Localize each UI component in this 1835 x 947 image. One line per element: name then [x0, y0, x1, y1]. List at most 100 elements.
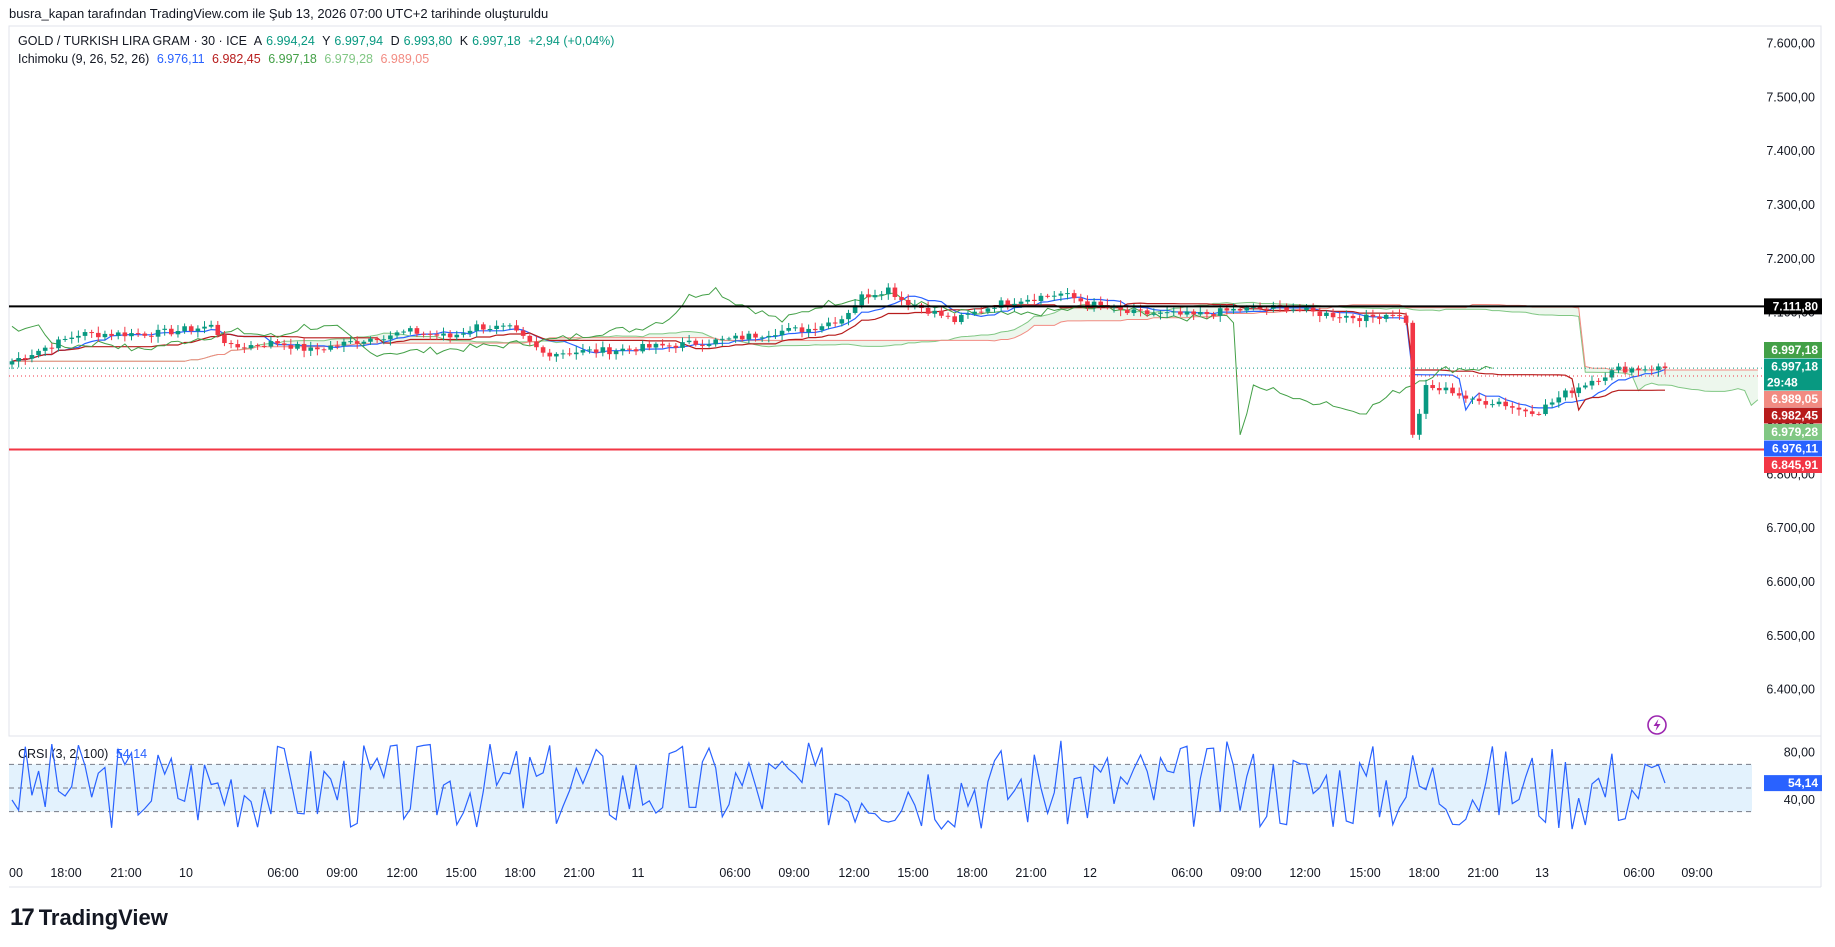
candle-body	[846, 312, 851, 320]
price-label-box	[1764, 298, 1822, 315]
candle-body	[195, 328, 201, 332]
candle-body	[1098, 301, 1104, 306]
price-tick-label: 6.500,00	[1766, 629, 1815, 643]
candle-body	[1609, 370, 1615, 378]
candle-body	[587, 349, 592, 351]
open-value: 6.994,24	[266, 34, 315, 48]
price-label-text: 6.976,11	[1772, 442, 1818, 456]
candle-body	[607, 347, 612, 355]
candle-body	[1204, 312, 1210, 315]
tradingview-brand[interactable]: 17 TradingView	[10, 904, 168, 932]
candle-body	[1198, 312, 1203, 315]
candle-body	[779, 330, 785, 336]
candle-body	[1383, 314, 1389, 319]
candle-body	[22, 358, 28, 360]
candle-body	[567, 353, 572, 355]
candle-body	[1284, 306, 1289, 311]
candle-body	[301, 343, 307, 351]
crsi-tick-label: 40,00	[1784, 793, 1815, 807]
price-axis[interactable]: 7.600,00 7.500,00 7.400,00 7.300,00 7.200,00…	[1766, 36, 1815, 696]
candle-body	[620, 348, 626, 351]
candle-body	[666, 345, 672, 347]
candle-body	[992, 307, 997, 309]
ichimoku-legend: Ichimoku (9, 26, 52, 26) 6.976,11 6.982,…	[18, 52, 433, 66]
candle-body	[202, 326, 207, 329]
candle-body	[1463, 395, 1469, 399]
candle-body	[275, 341, 280, 344]
candle-body	[1091, 301, 1097, 306]
candle-body	[1569, 390, 1575, 394]
crsi-pane: 80,00 40,00 54,14	[9, 740, 1822, 830]
candle-body	[1317, 311, 1323, 317]
candle-body	[1662, 366, 1668, 369]
price-tick-label: 7.300,00	[1766, 198, 1815, 212]
candle-body	[1144, 310, 1150, 315]
candle-body	[1211, 314, 1216, 316]
candle-body	[1390, 314, 1396, 316]
candle-body	[726, 338, 732, 340]
ichimoku-chikou-value: 6.997,18	[268, 52, 317, 66]
candle-body	[1397, 315, 1402, 317]
candle-body	[852, 305, 858, 313]
candle-body	[1536, 413, 1542, 415]
symbol-name[interactable]: GOLD / TURKISH LIRA GRAM · 30 · ICE	[18, 34, 247, 48]
candle-body	[368, 338, 373, 342]
candle-body	[560, 353, 566, 355]
time-axis[interactable]: 00 18:00 21:00 10 06:00 09:00 12:00 15:00 18:00 2…	[9, 866, 1713, 880]
candle-body	[1244, 307, 1250, 311]
price-label-box	[1764, 342, 1822, 358]
candle-body	[1344, 315, 1349, 318]
ichimoku-tenkan-value: 6.976,11	[156, 52, 205, 66]
candle-body	[640, 344, 645, 352]
candle-body	[1290, 309, 1296, 311]
candle-body	[434, 334, 440, 336]
candle-body	[1450, 387, 1455, 394]
candle-body	[1324, 312, 1329, 317]
time-tick-label: 18:00	[50, 866, 81, 880]
candle-body	[713, 339, 718, 345]
candle-body	[115, 332, 121, 336]
ichimoku-kijun-value: 6.982,45	[212, 52, 261, 66]
candle-body	[1164, 312, 1170, 314]
chart-svg[interactable]: 7.600,00 7.500,00 7.400,00 7.300,00 7.200,00…	[0, 0, 1835, 900]
lightning-icon[interactable]	[1647, 715, 1667, 735]
candle-body	[580, 350, 586, 353]
candle-body	[872, 295, 878, 298]
candle-body	[1443, 387, 1449, 391]
candle-body	[1636, 368, 1641, 371]
candle-body	[1297, 309, 1303, 311]
candle-body	[1032, 299, 1037, 302]
candle-body	[1124, 309, 1130, 314]
candle-body	[169, 328, 174, 335]
candle-body	[394, 332, 400, 336]
ichimoku-label[interactable]: Ichimoku (9, 26, 52, 26)	[18, 52, 150, 66]
candle-body	[1051, 295, 1057, 297]
low-value: 6.993,80	[403, 34, 453, 48]
crsi-label[interactable]: CRSI (3, 2, 100)	[18, 747, 109, 761]
price-label-box	[1764, 424, 1822, 440]
candle-body	[308, 347, 314, 351]
candle-body	[1656, 366, 1661, 371]
candle-body	[759, 337, 765, 339]
time-tick-label: 21:00	[1467, 866, 1498, 880]
ichimoku-lines	[11, 286, 1666, 435]
candle-body	[454, 334, 460, 338]
candle-body	[348, 341, 353, 343]
candle-body	[42, 347, 48, 351]
candle-body	[129, 333, 134, 337]
candle-body	[56, 339, 61, 349]
candle-body	[1184, 311, 1190, 315]
close-label: K	[459, 34, 469, 48]
countdown-text: 29:48	[1767, 376, 1798, 390]
candle-body	[573, 352, 579, 355]
tradingview-logo-icon: 17	[10, 904, 35, 931]
crsi-value-box	[1764, 775, 1822, 792]
candle-body	[288, 345, 294, 349]
candle-body	[62, 338, 68, 340]
candle-body	[1237, 308, 1243, 311]
candle-body	[1563, 390, 1568, 398]
candle-body	[866, 294, 871, 298]
candle-body	[242, 347, 247, 349]
candle-body	[812, 328, 818, 331]
candle-body	[1158, 312, 1163, 314]
